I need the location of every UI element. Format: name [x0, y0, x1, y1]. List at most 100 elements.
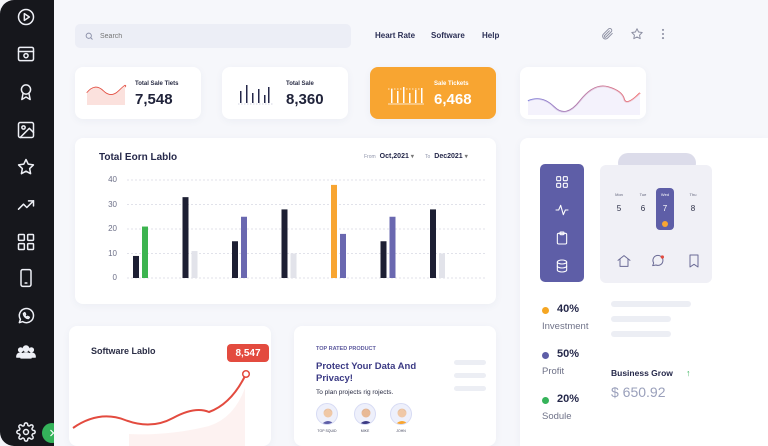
- grid-icon[interactable]: [554, 174, 570, 190]
- users-icon[interactable]: [15, 341, 37, 363]
- arrow-up-icon: ↑: [686, 368, 691, 378]
- image-icon[interactable]: [15, 119, 37, 141]
- nav-software[interactable]: Software: [431, 31, 465, 40]
- bar[interactable]: [290, 253, 297, 279]
- nav-heart-rate[interactable]: Heart Rate: [375, 31, 416, 40]
- main-area: Heart Rate Software Help Total Sale Tiet…: [54, 0, 768, 446]
- stat-bars-graphic: [238, 85, 274, 105]
- bar-chart: [127, 179, 487, 279]
- bar[interactable]: [389, 216, 396, 278]
- placeholder-line: [611, 301, 691, 307]
- chat-bubble-icon[interactable]: [650, 253, 666, 269]
- stat-card-sale-tickets[interactable]: Sale Tickets 6,468: [370, 67, 496, 119]
- clipboard-icon[interactable]: [554, 230, 570, 246]
- search-bar[interactable]: [75, 24, 351, 48]
- avatar-name: JOHN: [396, 429, 406, 433]
- pulse-icon[interactable]: [554, 202, 570, 218]
- whatsapp-icon[interactable]: [15, 305, 37, 327]
- bar[interactable]: [439, 253, 445, 279]
- placeholder-line: [454, 373, 486, 378]
- play-icon[interactable]: [15, 6, 37, 28]
- placeholder-line: [454, 360, 486, 365]
- cal-day-number[interactable]: 8: [690, 204, 696, 213]
- star-icon[interactable]: [15, 156, 37, 178]
- bar[interactable]: [133, 255, 139, 278]
- browser-window-icon[interactable]: [15, 43, 37, 65]
- date-from-select[interactable]: From Oct,2021 ▾: [364, 153, 414, 160]
- stat-label: Total Sale Tiets: [135, 81, 179, 87]
- chevron-down-icon: ▾: [410, 154, 414, 160]
- earn-chart-card: Total Eorn Lablo From Oct,2021 ▾ To Dec2021…: [75, 138, 496, 304]
- from-value: Oct,2021: [379, 153, 409, 160]
- y-tick-label: 20: [108, 224, 117, 233]
- y-tick-label: 0: [112, 273, 117, 282]
- chart-title: Total Eorn Lablo: [99, 152, 178, 163]
- product-card: TOP RATED PRODUCT Protect Your Data And …: [294, 326, 496, 446]
- legend-percent: 20%: [557, 393, 580, 405]
- business-grow-title: Business Grow: [611, 368, 673, 378]
- stat-value: 6,468: [434, 91, 472, 108]
- product-eyebrow: TOP RATED PRODUCT: [316, 346, 376, 352]
- software-badge: 8,547: [227, 344, 269, 362]
- bookmark-icon[interactable]: [686, 253, 702, 269]
- bar[interactable]: [182, 197, 189, 278]
- grid-icon[interactable]: [15, 231, 37, 253]
- placeholder-line: [611, 316, 671, 322]
- bar[interactable]: [191, 251, 198, 278]
- more-options-icon[interactable]: [656, 27, 670, 41]
- award-icon[interactable]: [15, 81, 37, 103]
- to-label: To: [425, 154, 431, 160]
- bar[interactable]: [430, 209, 436, 278]
- software-title: Software Lablo: [91, 346, 156, 356]
- bar[interactable]: [232, 241, 238, 278]
- to-value: Dec2021: [434, 153, 463, 160]
- placeholder-line: [611, 331, 671, 337]
- bar[interactable]: [142, 226, 148, 278]
- product-title: Protect Your Data And Privacy!: [316, 361, 417, 384]
- stat-value: 7,548: [135, 91, 173, 108]
- trending-up-icon[interactable]: [15, 194, 37, 216]
- placeholder-line: [454, 386, 486, 391]
- home-icon[interactable]: [616, 253, 632, 269]
- database-icon[interactable]: [554, 258, 570, 274]
- software-card: Software Lablo 8,547: [69, 326, 271, 446]
- avatar[interactable]: [316, 403, 338, 425]
- bar[interactable]: [241, 216, 247, 278]
- favorite-star-icon[interactable]: [630, 27, 644, 41]
- avatar[interactable]: [390, 403, 412, 425]
- stat-bars-graphic: [388, 87, 424, 105]
- attachment-icon[interactable]: [600, 27, 614, 41]
- bar[interactable]: [331, 184, 337, 278]
- settings-gear-icon[interactable]: [15, 421, 37, 443]
- cal-day-label: Mon: [615, 192, 623, 197]
- cal-selected-day[interactable]: Wed 7: [656, 188, 674, 230]
- search-input[interactable]: [100, 32, 300, 40]
- tool-panel: [540, 164, 584, 282]
- search-icon: [85, 32, 93, 40]
- legend-percent: 50%: [557, 348, 580, 360]
- stat-wave-graphic: [86, 84, 127, 105]
- legend-dot-profit: [542, 352, 549, 359]
- bar[interactable]: [340, 233, 346, 278]
- date-to-select[interactable]: To Dec2021 ▾: [425, 153, 468, 160]
- bar[interactable]: [380, 241, 387, 278]
- y-tick-label: 30: [108, 199, 117, 209]
- cal-day-number[interactable]: 5: [616, 204, 622, 213]
- software-trend-line: [72, 369, 251, 446]
- chevron-right-icon: [50, 429, 55, 437]
- calendar-card: Mon 5 Tue 6 Wed 7 Thu 8: [600, 165, 712, 283]
- smartphone-icon[interactable]: [15, 267, 37, 289]
- nav-help[interactable]: Help: [482, 31, 500, 40]
- bar[interactable]: [281, 209, 288, 278]
- avatar-name: MIKE: [360, 429, 370, 433]
- sparkline-card[interactable]: [520, 67, 646, 119]
- stat-label: Total Sale: [286, 81, 314, 87]
- trend-end-point: [241, 369, 251, 379]
- stat-card-total-sale-tiets[interactable]: Total Sale Tiets 7,548: [75, 67, 201, 119]
- stat-card-total-sale[interactable]: Total Sale 8,360: [222, 67, 348, 119]
- cal-day-number[interactable]: 6: [640, 204, 646, 213]
- business-grow-value: $ 650.92: [611, 384, 666, 400]
- cal-event-dot: [662, 221, 668, 227]
- avatar[interactable]: [354, 403, 376, 425]
- sparkline-graphic: [527, 85, 641, 115]
